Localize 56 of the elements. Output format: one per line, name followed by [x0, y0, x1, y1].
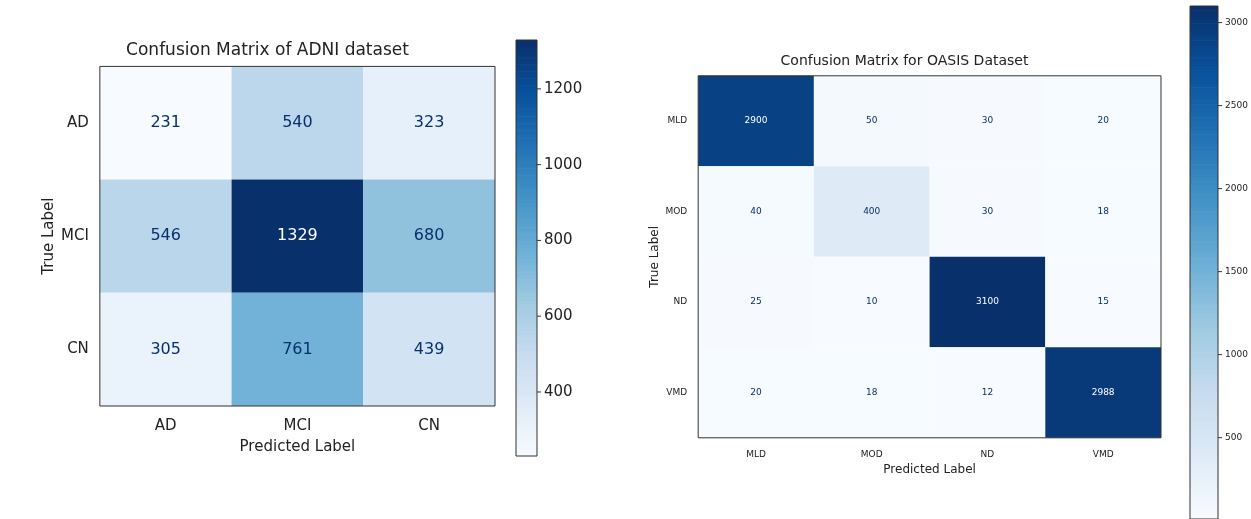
- data-label: 15: [1097, 296, 1109, 307]
- x-tick-label: AD: [154, 415, 177, 434]
- y-tick-label: ND: [673, 296, 688, 307]
- color-bar-label: 1000: [544, 154, 583, 173]
- y-tick-label: AD: [67, 112, 89, 131]
- chart-title: Confusion Matrix of ADNI dataset: [126, 38, 410, 59]
- data-label: 761: [282, 338, 313, 358]
- x-axis-title: Predicted Label: [883, 461, 976, 476]
- color-bar-label: 1200: [544, 78, 583, 97]
- color-bar-label: 2500: [1225, 99, 1249, 110]
- data-label: 3100: [975, 296, 1000, 307]
- data-label: 25: [750, 296, 762, 307]
- data-label: 20: [750, 386, 763, 397]
- chart-title: Confusion Matrix for OASIS Dataset: [780, 52, 1029, 69]
- x-tick-label: MOD: [860, 448, 883, 459]
- data-label: 30: [981, 205, 994, 216]
- data-label: 231: [150, 112, 181, 132]
- color-bar-label: 2000: [1225, 182, 1249, 193]
- data-label: 680: [413, 225, 445, 245]
- data-label: 2900: [744, 115, 768, 126]
- color-bar-label: 1000: [1225, 348, 1249, 359]
- y-axis-title: True Label: [647, 225, 662, 289]
- data-label: 323: [413, 112, 445, 132]
- data-label: 546: [150, 225, 181, 245]
- color-bar-label: 800: [544, 230, 573, 249]
- data-label: 20: [1097, 115, 1110, 126]
- color-bar-label: 3000: [1225, 16, 1249, 27]
- color-bar-label: 600: [544, 306, 573, 325]
- data-label: 305: [150, 338, 181, 358]
- y-tick-label: CN: [67, 339, 89, 358]
- data-label: 18: [1097, 205, 1110, 216]
- y-tick-label: MLD: [667, 115, 688, 126]
- data-label: 50: [866, 115, 878, 126]
- data-label: 540: [282, 112, 313, 132]
- x-tick-label: VMD: [1092, 448, 1114, 459]
- data-label: 439: [413, 338, 445, 358]
- y-tick-label: VMD: [666, 386, 688, 397]
- y-tick-label: MCI: [61, 226, 89, 245]
- y-tick-label: MOD: [665, 205, 688, 216]
- data-label: 40: [750, 205, 763, 216]
- color-bar-label: 500: [1225, 431, 1243, 442]
- color-bar-label: 1500: [1225, 265, 1249, 276]
- data-label: 30: [981, 115, 994, 126]
- data-label: 2988: [1091, 386, 1115, 397]
- data-label: 1329: [277, 225, 318, 245]
- x-tick-label: CN: [418, 415, 440, 434]
- data-label: 12: [981, 386, 994, 397]
- x-tick-label: MLD: [746, 448, 766, 459]
- x-tick-label: MCI: [283, 415, 312, 434]
- x-tick-label: ND: [980, 448, 995, 459]
- color-bar-label: 400: [544, 381, 573, 400]
- data-label: 18: [866, 386, 878, 397]
- data-label: 400: [863, 205, 881, 216]
- x-axis-title: Predicted Label: [239, 436, 356, 455]
- y-axis-title: True Label: [38, 197, 57, 276]
- data-label: 10: [866, 296, 878, 307]
